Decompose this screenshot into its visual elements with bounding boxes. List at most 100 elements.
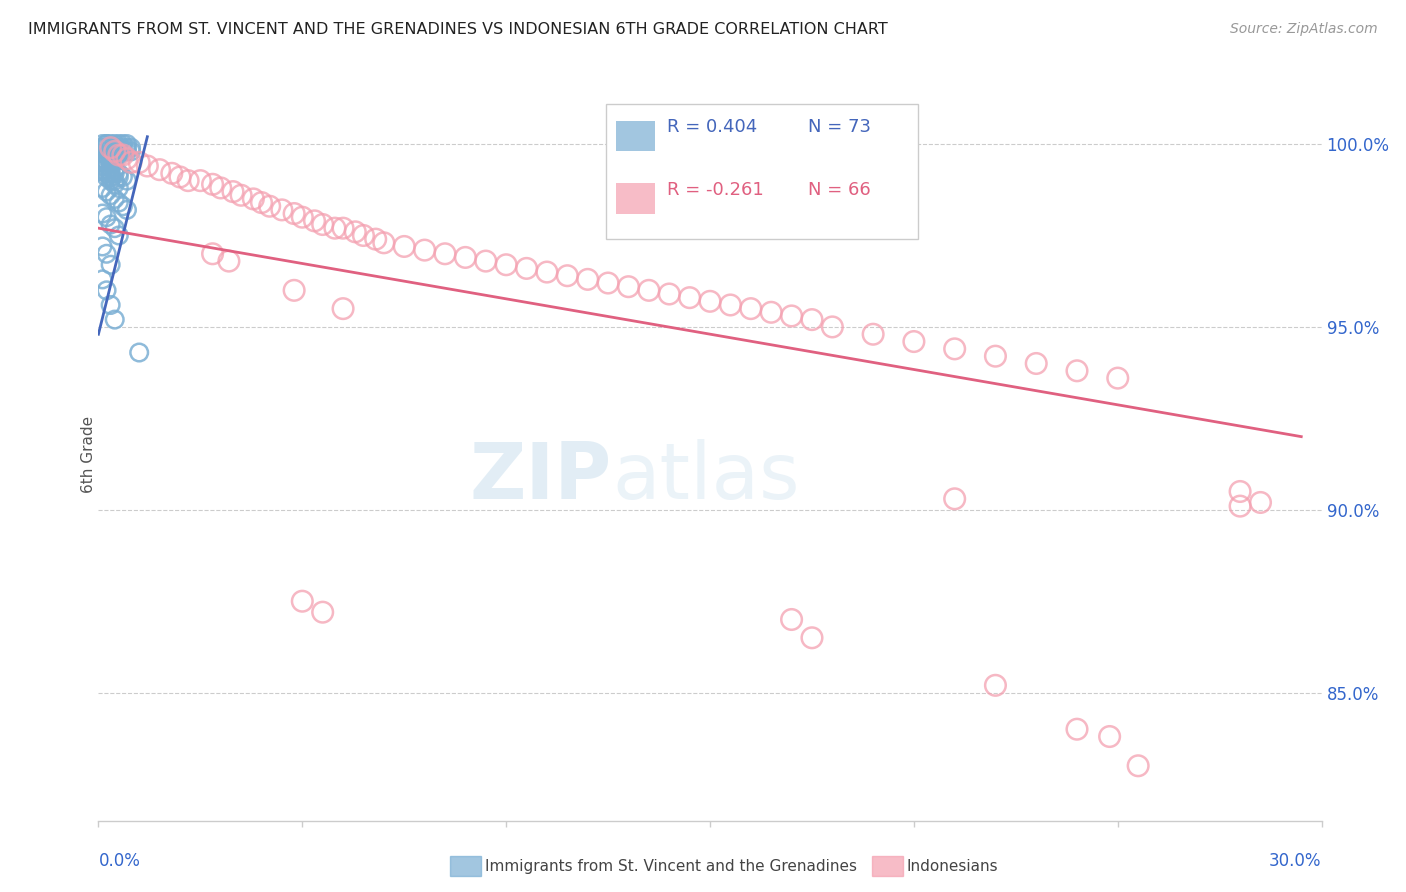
Point [100, 148, 122, 162]
Point [312, 605, 335, 619]
Point [201, 178, 224, 192]
FancyBboxPatch shape [606, 103, 918, 239]
Point [100, 136, 122, 151]
Point [91, 239, 114, 253]
Point [104, 152, 127, 166]
Point [104, 145, 127, 159]
Text: R = 0.404: R = 0.404 [668, 119, 758, 136]
Point [136, 159, 159, 173]
Point [283, 206, 305, 220]
Point [598, 276, 620, 290]
Point [111, 145, 134, 159]
Point [332, 301, 354, 316]
Point [903, 334, 925, 349]
Point [373, 235, 395, 250]
Point [91, 181, 114, 195]
Point [104, 221, 127, 235]
Point [104, 178, 127, 192]
Point [96, 136, 118, 151]
Text: Source: ZipAtlas.com: Source: ZipAtlas.com [1230, 22, 1378, 37]
Point [108, 228, 131, 243]
Point [115, 202, 138, 217]
Point [96, 162, 118, 177]
Point [100, 188, 122, 202]
Point [658, 287, 681, 301]
Point [222, 185, 245, 199]
Point [100, 145, 122, 159]
Point [96, 169, 118, 184]
Point [188, 173, 212, 187]
Point [115, 152, 138, 166]
Point [177, 173, 200, 187]
Text: IMMIGRANTS FROM ST. VINCENT AND THE GRENADINES VS INDONESIAN 6TH GRADE CORRELATI: IMMIGRANTS FROM ST. VINCENT AND THE GREN… [28, 22, 887, 37]
Point [100, 141, 122, 155]
Text: Indonesians: Indonesians [907, 859, 998, 873]
Point [104, 162, 127, 177]
Point [96, 210, 118, 224]
Point [100, 173, 122, 187]
Point [536, 265, 558, 279]
Point [291, 594, 314, 608]
Point [943, 342, 966, 356]
Point [96, 246, 118, 260]
Point [96, 159, 118, 173]
Point [679, 291, 702, 305]
Point [323, 221, 346, 235]
Text: 0.0%: 0.0% [98, 852, 141, 870]
Point [104, 312, 127, 326]
Point [1107, 371, 1129, 385]
Point [344, 225, 367, 239]
Point [91, 155, 114, 169]
Point [104, 166, 127, 180]
Point [108, 136, 131, 151]
Point [115, 141, 138, 155]
Point [120, 145, 142, 159]
Point [943, 491, 966, 506]
Point [104, 145, 127, 159]
Point [100, 169, 122, 184]
Point [617, 279, 640, 293]
Point [1066, 722, 1088, 736]
Point [761, 305, 783, 319]
Point [96, 185, 118, 199]
FancyBboxPatch shape [616, 120, 655, 152]
Point [1229, 484, 1251, 499]
Point [231, 188, 253, 202]
Point [434, 246, 457, 260]
Point [111, 148, 134, 162]
Point [291, 210, 314, 224]
Point [96, 283, 118, 297]
Text: atlas: atlas [612, 439, 800, 515]
Y-axis label: 6th Grade: 6th Grade [80, 417, 96, 493]
Point [454, 251, 477, 265]
Point [638, 283, 661, 297]
Point [111, 169, 134, 184]
Text: ZIP: ZIP [470, 439, 612, 515]
Point [780, 612, 803, 626]
Point [1025, 356, 1047, 370]
Point [100, 166, 122, 180]
Point [96, 145, 118, 159]
Point [91, 136, 114, 151]
Point [250, 195, 273, 210]
Point [115, 173, 138, 187]
Point [1128, 758, 1150, 772]
Point [332, 221, 354, 235]
Point [304, 214, 326, 228]
Point [108, 141, 131, 155]
Point [100, 159, 122, 173]
Point [91, 162, 114, 177]
Point [209, 181, 232, 195]
Point [104, 192, 127, 206]
Point [96, 136, 118, 151]
Point [96, 166, 118, 180]
Point [108, 166, 131, 180]
Point [149, 162, 172, 177]
Point [108, 181, 131, 195]
Point [780, 309, 803, 323]
Point [104, 148, 127, 162]
Point [120, 141, 142, 155]
Point [557, 268, 579, 283]
Point [242, 192, 264, 206]
Point [128, 345, 150, 359]
